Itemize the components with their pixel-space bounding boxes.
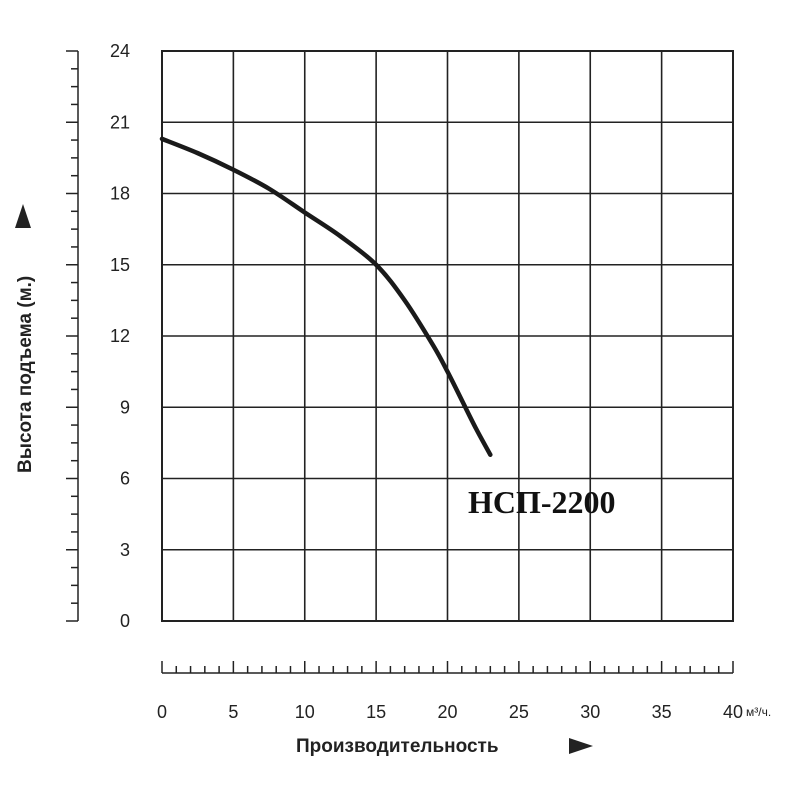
y-tick-label: 6 — [120, 469, 130, 489]
x-tick-label: 5 — [228, 702, 238, 722]
y-tick-label: 21 — [110, 112, 130, 132]
y-tick-label: 18 — [110, 184, 130, 204]
x-tick-label: 40 — [723, 702, 743, 722]
y-axis-title: Высота подъема (м.) — [15, 276, 36, 473]
labels-layer: НСП-2200 м³/ч. Производительность Высота… — [15, 204, 771, 757]
y-tick-label: 0 — [120, 611, 130, 631]
y-tick-label: 24 — [110, 41, 130, 61]
y-tick-label: 3 — [120, 540, 130, 560]
y-axis-ruler: 0 3 6 9 12 15 18 21 24 — [66, 41, 130, 631]
x-tick-label: 35 — [652, 702, 672, 722]
x-tick-label: 30 — [580, 702, 600, 722]
x-tick-label: 0 — [157, 702, 167, 722]
x-axis-arrow-icon — [569, 738, 593, 754]
series-layer — [159, 136, 493, 457]
x-tick-label: 10 — [295, 702, 315, 722]
y-tick-label: 12 — [110, 326, 130, 346]
y-axis-arrow-icon — [15, 204, 31, 228]
series-label: НСП-2200 — [468, 484, 616, 520]
series-line — [159, 136, 493, 457]
x-tick-label: 25 — [509, 702, 529, 722]
y-tick-label: 15 — [110, 255, 130, 275]
x-axis-unit-label: м³/ч. — [746, 705, 771, 719]
x-axis-title: Производительность — [296, 736, 499, 757]
x-tick-label: 20 — [437, 702, 457, 722]
x-tick-label: 15 — [366, 702, 386, 722]
y-tick-label: 9 — [120, 397, 130, 417]
plot-grid — [161, 50, 734, 622]
x-axis-ruler: 0 5 10 15 20 25 30 35 40 — [157, 661, 743, 722]
